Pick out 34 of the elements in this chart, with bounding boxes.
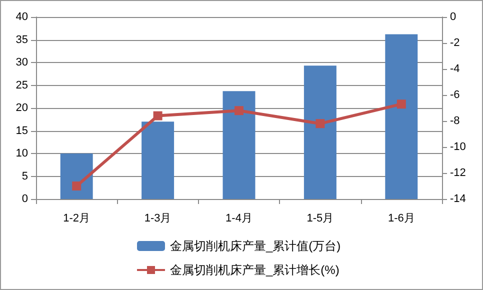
y2-tick-label: -12 xyxy=(450,167,466,179)
point xyxy=(72,182,82,190)
point xyxy=(234,106,244,116)
y-tick-label: 40 xyxy=(16,11,28,23)
y2-tick-label: -4 xyxy=(450,63,460,75)
y-tick-label: 35 xyxy=(16,34,28,46)
y-tick-label: 0 xyxy=(22,193,28,205)
legend-label: 金属切削机床产量_累计增长(%) xyxy=(170,263,340,277)
bar xyxy=(222,91,256,199)
y-tick-label: 25 xyxy=(16,79,28,92)
y2-tick-label: -14 xyxy=(450,193,466,205)
y2-tick-label: -10 xyxy=(450,141,466,153)
x-tick-label: 1-4月 xyxy=(226,212,252,224)
point xyxy=(396,100,406,109)
y2-tick-label: 0 xyxy=(450,11,456,23)
bar xyxy=(385,34,418,199)
y-tick-label: 15 xyxy=(16,124,28,137)
y2-tick-label: -2 xyxy=(450,37,460,49)
y-tick-label: 20 xyxy=(16,102,28,114)
y-tick-label: 10 xyxy=(16,148,28,160)
y-tick-label: 30 xyxy=(16,56,28,68)
y-tick-label: 5 xyxy=(22,170,28,182)
bar xyxy=(142,122,174,199)
x-tick-label: 1-2月 xyxy=(63,212,90,224)
x-tick-label: 1-6月 xyxy=(388,212,415,224)
y2-tick-label: -8 xyxy=(450,115,460,127)
x-tick-label: 1-3月 xyxy=(144,212,172,224)
point xyxy=(316,119,325,128)
x-tick-label: 1-5月 xyxy=(306,212,334,224)
point xyxy=(153,111,162,120)
bar xyxy=(60,154,93,199)
legend-label: 金属切削机床产量_累计值(万台) xyxy=(170,239,341,253)
y2-tick-label: -6 xyxy=(450,89,460,101)
bar xyxy=(304,66,336,199)
